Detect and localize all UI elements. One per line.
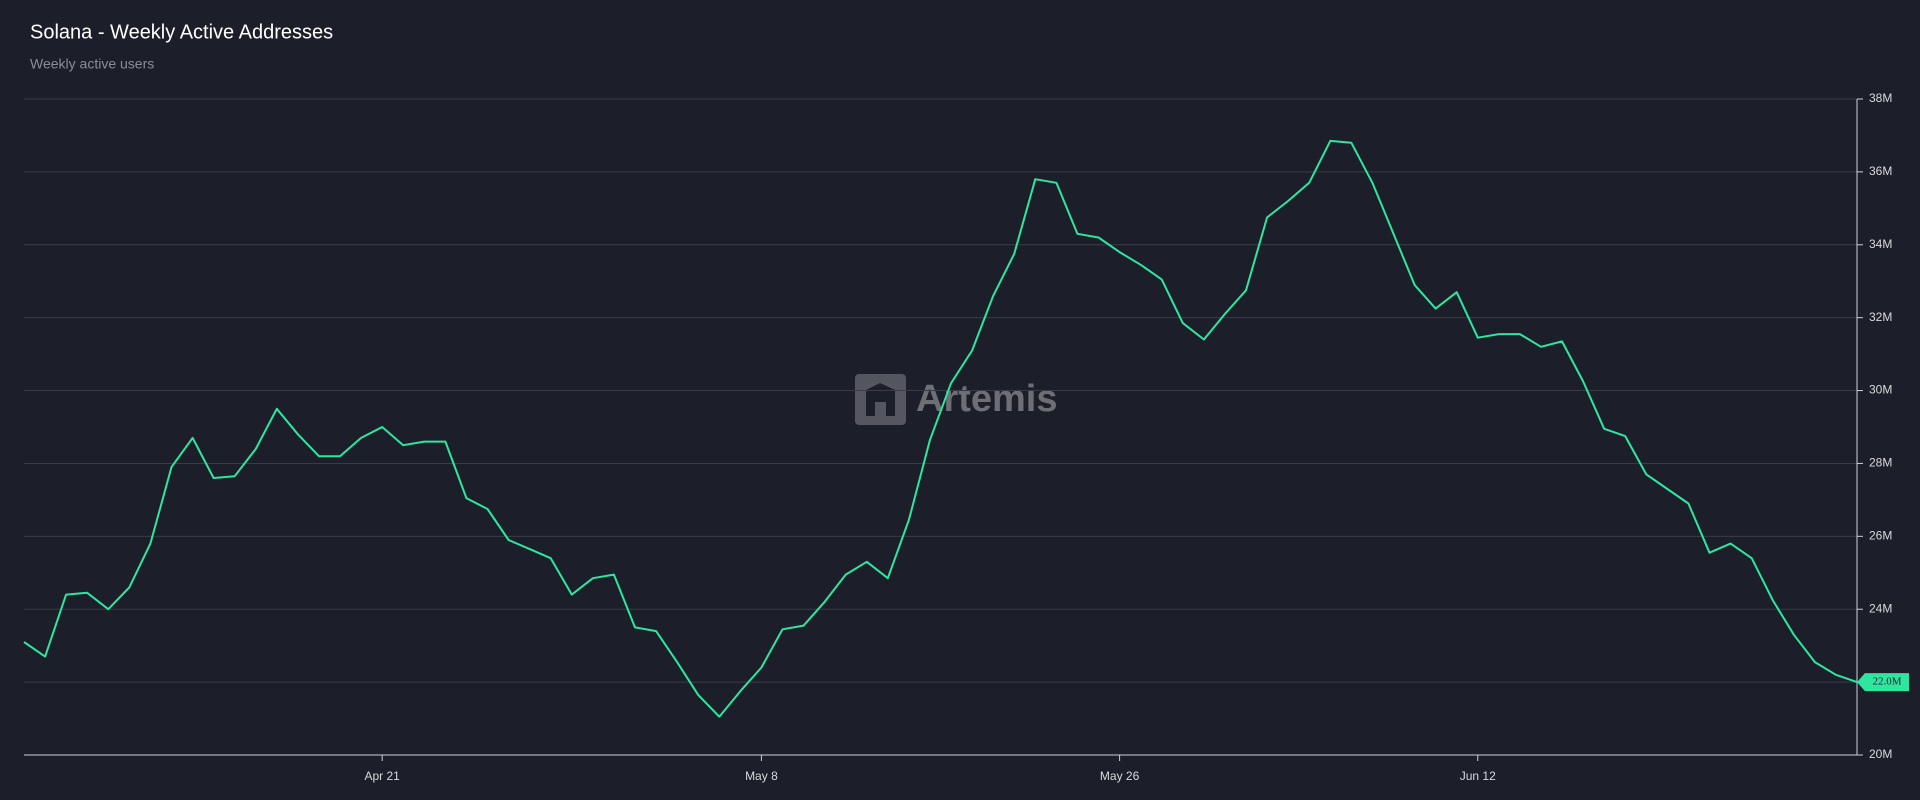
x-tick-label: Apr 21 — [364, 769, 400, 783]
logo-box — [855, 374, 906, 425]
y-tick-label: 36M — [1869, 164, 1892, 178]
chart-subtitle: Weekly active users — [30, 56, 154, 72]
watermark-logo — [855, 374, 906, 425]
value-label: 22.0M — [1872, 676, 1901, 688]
y-tick-label: 20M — [1869, 747, 1892, 761]
x-tick-label: Jun 12 — [1460, 769, 1496, 783]
y-tick-label: 32M — [1869, 310, 1892, 324]
value-label-badge — [1857, 673, 1909, 692]
y-tick-label: 30M — [1869, 383, 1892, 397]
y-tick-label: 24M — [1869, 601, 1892, 615]
y-tick-label: 26M — [1869, 529, 1892, 543]
y-tick-label: 38M — [1869, 91, 1892, 105]
y-tick-label: 28M — [1869, 456, 1892, 470]
x-tick-label: May 8 — [745, 769, 778, 783]
logo-glyph — [866, 383, 895, 416]
chart-title: Solana - Weekly Active Addresses — [30, 21, 333, 43]
line — [23, 139, 1858, 718]
y-tick-label: 34M — [1869, 237, 1892, 251]
watermark: Artemis — [916, 378, 1058, 420]
x-tick-label: May 26 — [1100, 769, 1140, 783]
